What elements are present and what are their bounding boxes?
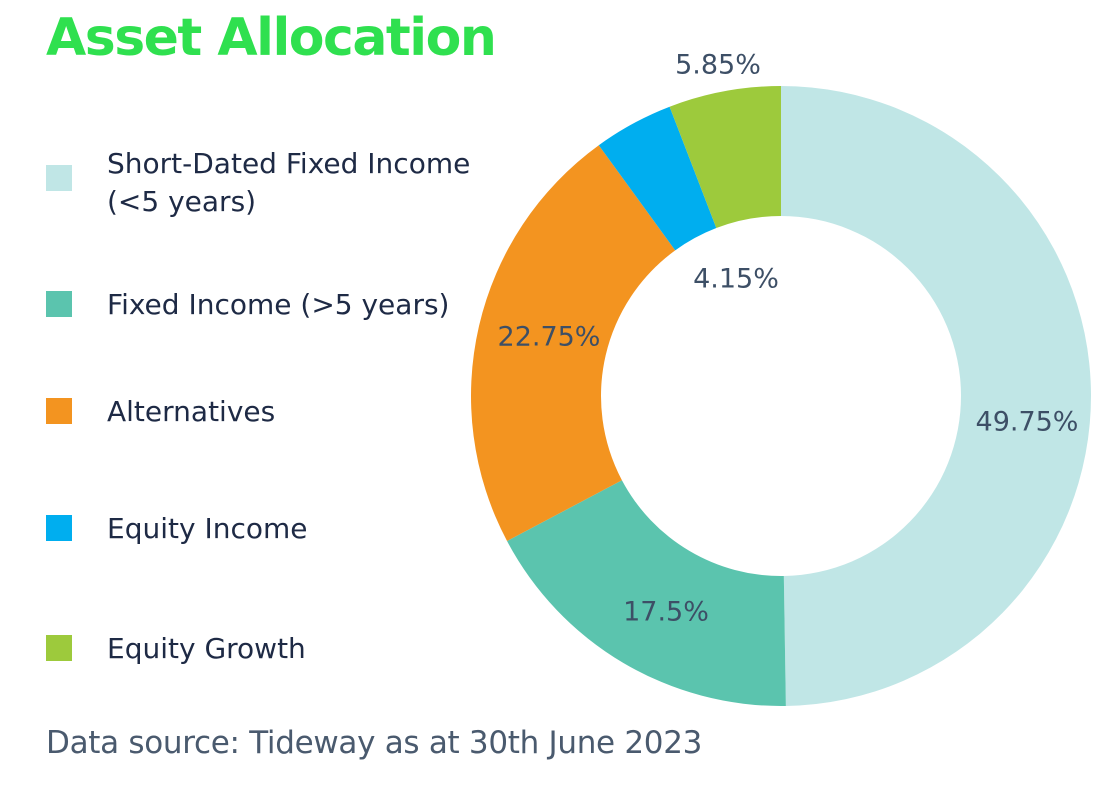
legend-label: Equity Income [107,512,308,545]
slice-value-label-3: 4.15% [693,264,779,295]
slice-value-label-4: 5.85% [675,50,761,81]
slice-value-label-1: 17.5% [623,597,709,628]
chart-title: Asset Allocation [46,8,497,68]
donut-slice-2 [471,145,676,542]
legend-label: Fixed Income (>5 years) [107,288,450,321]
legend-swatch [46,515,72,541]
legend-swatch [46,291,72,317]
legend-label: Alternatives [107,395,276,428]
legend-swatch [46,398,72,424]
legend-swatch [46,635,72,661]
donut-slice-4 [669,86,781,229]
legend-label: Equity Growth [107,632,306,665]
legend-swatch [46,165,72,191]
slice-value-label-2: 22.75% [498,322,601,353]
data-source-note: Data source: Tideway as at 30th June 202… [46,725,703,761]
slice-value-label-0: 49.75% [976,407,1079,438]
donut-slice-1 [507,480,786,706]
donut-slice-3 [598,106,717,251]
donut-slice-0 [781,86,1091,706]
legend-label: Short-Dated Fixed Income (<5 years) [107,147,471,218]
chart-legend: Short-Dated Fixed Income (<5 years) Fixe… [0,0,470,700]
